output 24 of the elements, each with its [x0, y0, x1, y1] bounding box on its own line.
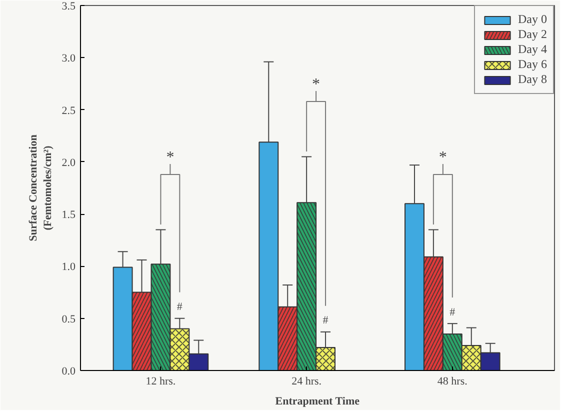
y-tick-label: 0.0	[62, 366, 76, 378]
x-tick-label: 24 hrs.	[292, 376, 322, 388]
annotation: #	[176, 301, 183, 314]
annotation: *	[166, 149, 174, 166]
y-tick-label: 1.5	[62, 209, 76, 222]
legend-label: Day 6	[518, 57, 547, 72]
legend-label: Day 4	[518, 42, 547, 57]
y-axis-title: Surface Concentration (Femtomoles/cm²)	[27, 134, 54, 242]
annotation: *	[438, 149, 447, 166]
annotation: #	[450, 306, 456, 318]
legend-label: Day 2	[518, 27, 547, 42]
legend-label: Day 8	[518, 72, 547, 87]
annotation: #	[322, 314, 329, 327]
y-tick-label: 0.5	[62, 313, 76, 326]
y-tick-label: 3.5	[62, 0, 76, 12]
x-tick-label: 48 hrs.	[437, 376, 468, 388]
annotation: *	[312, 76, 320, 94]
legend-label: Day 0	[518, 12, 547, 27]
y-tick-label: 2.5	[62, 104, 76, 117]
y-tick-label: 3.0	[62, 52, 76, 65]
x-axis-title: Entrapment Time	[275, 396, 360, 408]
x-tick-label: 12 hrs.	[146, 376, 176, 388]
y-tick-label: 1.0	[62, 261, 76, 274]
y-tick-label: 2.0	[62, 156, 76, 169]
